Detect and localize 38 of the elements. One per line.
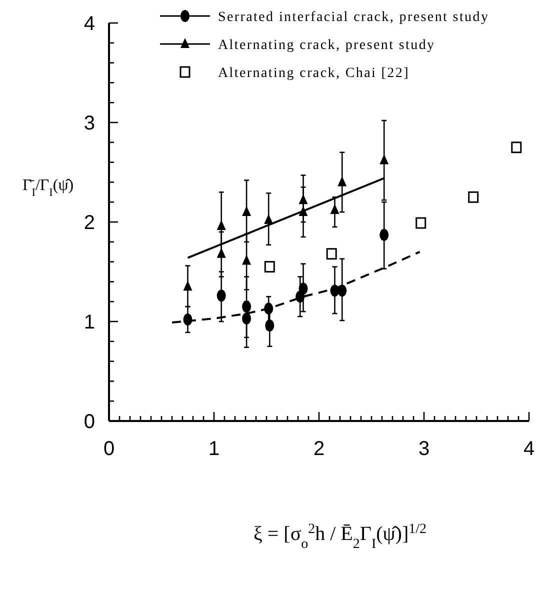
point bbox=[298, 194, 308, 204]
point bbox=[264, 214, 274, 224]
point bbox=[298, 282, 308, 295]
x-tick-label: 2 bbox=[313, 438, 325, 460]
y-tick-label: 2 bbox=[84, 212, 95, 234]
x-tick-label: 4 bbox=[523, 438, 535, 460]
point bbox=[380, 228, 389, 241]
y-axis-title: Γ̄$_{I}$/Γ$_{I}$(ψ̂) bbox=[22, 177, 74, 199]
point bbox=[468, 191, 479, 203]
point bbox=[264, 261, 275, 273]
point bbox=[338, 176, 347, 186]
point bbox=[380, 154, 389, 164]
x-tick-label: 0 bbox=[103, 438, 115, 460]
point bbox=[242, 206, 252, 216]
point bbox=[511, 142, 522, 154]
point bbox=[216, 290, 226, 302]
y-tick-label: 1 bbox=[84, 312, 95, 334]
point bbox=[216, 220, 226, 230]
text: ξ = [σ$_{o}$$^{2}$h / Ē$_{2}$Γ$_{I}$(ψ̂)]$^{1/2}$ bbox=[253, 522, 427, 552]
x-tick-label: 1 bbox=[208, 438, 220, 460]
point bbox=[265, 319, 274, 332]
y-tick-label: 3 bbox=[84, 112, 95, 134]
legend-label: Alternating crack, present study bbox=[218, 38, 436, 53]
point bbox=[242, 254, 252, 265]
y-tick-label: 4 bbox=[84, 13, 95, 35]
point bbox=[242, 300, 252, 313]
point bbox=[338, 284, 347, 297]
legend-label: Serrated interfacial crack, present study bbox=[218, 10, 490, 25]
point bbox=[416, 217, 426, 229]
y-tick-label: 0 bbox=[84, 411, 95, 433]
point bbox=[326, 248, 337, 260]
point bbox=[264, 302, 274, 315]
point bbox=[242, 312, 252, 325]
point bbox=[330, 204, 340, 214]
point bbox=[183, 280, 192, 291]
point bbox=[216, 248, 226, 258]
x-tick-label: 3 bbox=[418, 438, 430, 460]
legend-label: Alternating crack, Chai [22] bbox=[218, 66, 410, 81]
